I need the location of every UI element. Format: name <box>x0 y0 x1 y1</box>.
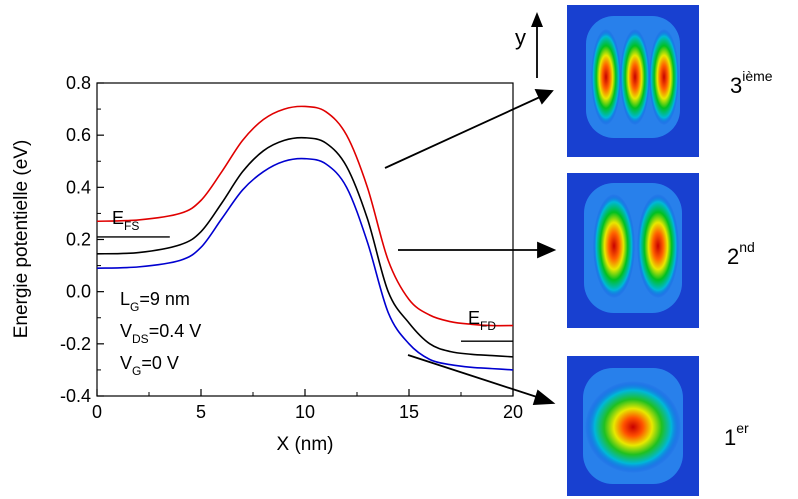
series-layer <box>96 105 514 371</box>
y-arrow-head <box>531 12 543 27</box>
inset-2nd-lobe-2 <box>637 194 679 298</box>
y-direction-indicator: y <box>515 12 543 78</box>
vg-label: VG=0 V <box>120 353 179 378</box>
series-line-1 <box>96 136 514 358</box>
y-direction-label: y <box>515 25 526 50</box>
efs-label: EFS <box>112 208 139 233</box>
inset-3rd-lobe-3 <box>649 29 679 125</box>
inset-2nd-state <box>567 173 699 328</box>
x-tick-label: 15 <box>399 402 419 422</box>
inset-1st-lobe <box>585 381 681 473</box>
vds-label: VDS=0.4 V <box>120 321 201 346</box>
arrow-1st-head <box>532 389 556 405</box>
lg-label: LG=9 nm <box>120 289 190 314</box>
inset-3rd-lobe-2 <box>620 29 650 125</box>
inset-3rd-lobe-1 <box>591 29 621 125</box>
series-line-0 <box>96 105 514 327</box>
inset-arrows <box>384 89 557 405</box>
x-axis-label: X (nm) <box>277 434 334 455</box>
plot-frame <box>96 82 514 397</box>
y-axis-label: Energie potentielle (eV) <box>11 140 32 339</box>
arrow-3rd <box>384 96 541 169</box>
inset-2nd-label: 2nd <box>727 239 755 269</box>
axis-ticks: 0 5 10 15 20 -0.4 -0.2 0.0 0.2 0.4 0.6 0.8 <box>60 73 523 422</box>
arrow-1st <box>407 354 541 399</box>
y-tick-label: 0.6 <box>66 125 91 145</box>
inset-1st-label: 1er <box>724 420 749 450</box>
arrow-3rd-head <box>534 89 554 105</box>
y-tick-label: -0.4 <box>60 386 91 406</box>
x-tick-label: 5 <box>196 402 206 422</box>
y-tick-label: 0.8 <box>66 73 91 93</box>
series-line-2 <box>96 157 514 371</box>
fermi-levels <box>97 236 513 342</box>
inset-2nd-lobe-1 <box>593 194 635 298</box>
inset-3rd-state <box>567 5 699 157</box>
inset-1st-state <box>567 356 699 496</box>
y-tick-label: -0.2 <box>60 334 91 354</box>
y-tick-label: 0.4 <box>66 177 91 197</box>
arrow-2nd-head <box>537 241 557 259</box>
x-tick-label: 20 <box>503 402 523 422</box>
x-tick-label: 10 <box>295 402 315 422</box>
x-tick-label: 0 <box>92 402 102 422</box>
y-tick-label: 0.0 <box>66 282 91 302</box>
efd-label: EFD <box>468 308 496 333</box>
y-tick-label: 0.2 <box>66 230 91 250</box>
inset-3rd-label: 3ième <box>730 68 773 98</box>
